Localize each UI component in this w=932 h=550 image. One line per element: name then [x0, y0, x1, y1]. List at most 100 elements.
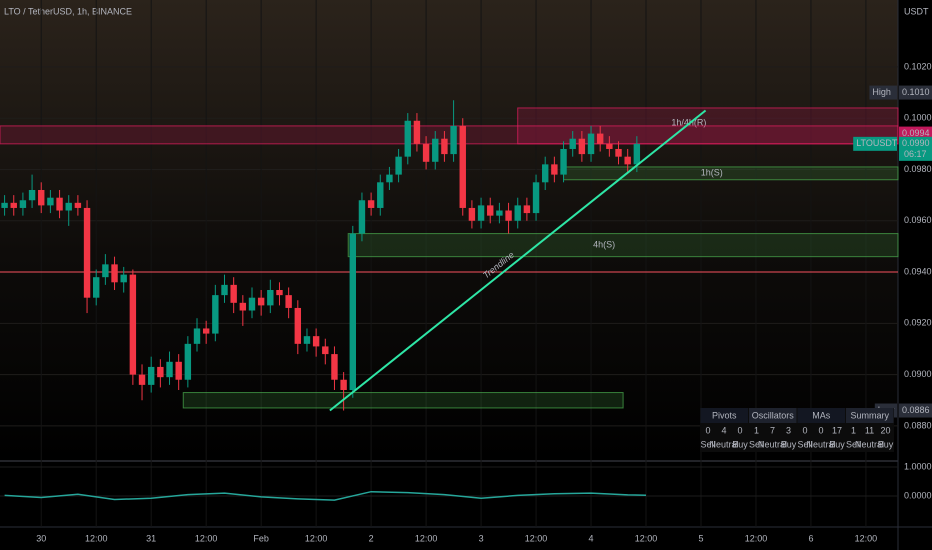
- candle-body: [19, 200, 27, 208]
- candle-body: [615, 148, 622, 157]
- candle-body: [404, 120, 411, 157]
- candle-body: [532, 182, 540, 214]
- candle-body: [514, 205, 521, 221]
- candle-body: [367, 200, 375, 208]
- candle-body: [175, 361, 182, 380]
- oscillator-line: [4, 490, 647, 501]
- candle-body: [202, 328, 210, 334]
- y-tick-label: 0.0920: [904, 318, 932, 328]
- candle-body: [340, 379, 347, 390]
- summary-column: Buy: [829, 439, 845, 449]
- zone-label: 1h/4h(R): [671, 117, 706, 127]
- price-badge-tag-label: LTOUSDT: [856, 138, 898, 148]
- candle-body: [83, 207, 91, 298]
- summary-count: 3: [786, 425, 791, 435]
- zone-label: 4h(S): [593, 240, 615, 250]
- candle-body: [74, 202, 82, 208]
- candle-body: [322, 346, 329, 355]
- summary-group-name: Pivots: [712, 410, 737, 420]
- trendline: [329, 109, 707, 412]
- candle-body: [294, 307, 302, 344]
- candle-body: [560, 148, 567, 175]
- y-tick-label: 0.0980: [904, 164, 932, 174]
- osc-tick-label: 1.0000: [904, 461, 932, 471]
- summary-count: 0: [802, 425, 807, 435]
- summary-column: Sell: [749, 439, 764, 449]
- axis-unit: USDT: [904, 6, 929, 16]
- candle-body: [47, 197, 54, 206]
- osc-tick-label: 0.0000: [904, 490, 932, 500]
- candle-body: [212, 295, 219, 334]
- summary-count: 20: [880, 425, 890, 435]
- candle-body: [10, 202, 17, 208]
- candle-body: [312, 336, 320, 347]
- y-tick-label: 0.1020: [904, 61, 932, 71]
- price-badge-timer: 06:17: [904, 149, 927, 159]
- summary-group-name: MAs: [812, 410, 831, 420]
- summary-column: Sell: [797, 439, 812, 449]
- candle-body: [184, 343, 192, 380]
- candle-body: [147, 366, 155, 385]
- summary-column: Neutral: [806, 439, 835, 449]
- candle-body: [303, 336, 311, 344]
- x-tick-label: 12:00: [525, 533, 548, 543]
- candle-body: [422, 143, 430, 162]
- price-badge-tag-label: High: [872, 87, 891, 97]
- summary-header-cell: [749, 408, 797, 423]
- candle-body: [257, 297, 265, 306]
- x-tick-label: 12:00: [305, 533, 328, 543]
- summary-column: Neutral: [709, 439, 738, 449]
- summary-column: Neutral: [855, 439, 884, 449]
- candle-body: [28, 190, 36, 201]
- candle-body: [505, 210, 512, 221]
- candle-body: [542, 164, 549, 183]
- summary-column: Neutral: [758, 439, 787, 449]
- candle-body: [358, 200, 366, 234]
- candle-body: [93, 277, 100, 298]
- x-tick-label: 2: [369, 533, 374, 543]
- candle-body: [111, 264, 118, 283]
- zone: [182, 392, 624, 409]
- candle-body: [432, 138, 439, 162]
- candle-body: [523, 205, 531, 214]
- candle-body: [102, 264, 109, 278]
- candle-body: [569, 138, 576, 149]
- zone-label: 1h(S): [701, 168, 723, 178]
- summary-count: 0: [705, 425, 710, 435]
- y-tick-label: 0.0940: [904, 266, 932, 276]
- zone: [563, 166, 899, 181]
- candle-body: [587, 133, 595, 155]
- price-badge-tag: [869, 85, 897, 100]
- candle-body: [267, 290, 274, 306]
- zone: [347, 233, 899, 258]
- summary-header-cell: [846, 408, 894, 423]
- candle-body: [596, 133, 604, 144]
- price-badge: [899, 85, 932, 100]
- summary-header-cell: [797, 408, 845, 423]
- candle-body: [65, 202, 72, 211]
- candle-body: [633, 143, 641, 165]
- summary-count: 7: [770, 425, 775, 435]
- candle-body: [487, 205, 494, 216]
- candle-body: [1, 202, 8, 208]
- candle-body: [120, 274, 127, 283]
- candle-body: [248, 297, 256, 311]
- price-badge-value: 0.0994: [902, 128, 930, 138]
- candle-body: [496, 210, 503, 216]
- candle-body: [230, 284, 237, 303]
- x-tick-label: 3: [479, 533, 484, 543]
- price-badge-value: 0.1010: [902, 87, 930, 97]
- x-tick-label: 12:00: [415, 533, 438, 543]
- summary-column: Sell: [846, 439, 861, 449]
- candle-body: [450, 125, 457, 155]
- candle-body: [166, 361, 173, 378]
- summary-count: 11: [865, 425, 874, 435]
- summary-group-name: Summary: [850, 410, 889, 420]
- summary-count: 4: [721, 425, 726, 435]
- candle-body: [239, 302, 247, 311]
- summary-column: Sell: [700, 439, 715, 449]
- candle-body: [129, 274, 137, 375]
- candle-body: [386, 174, 393, 183]
- candle-body: [624, 156, 631, 165]
